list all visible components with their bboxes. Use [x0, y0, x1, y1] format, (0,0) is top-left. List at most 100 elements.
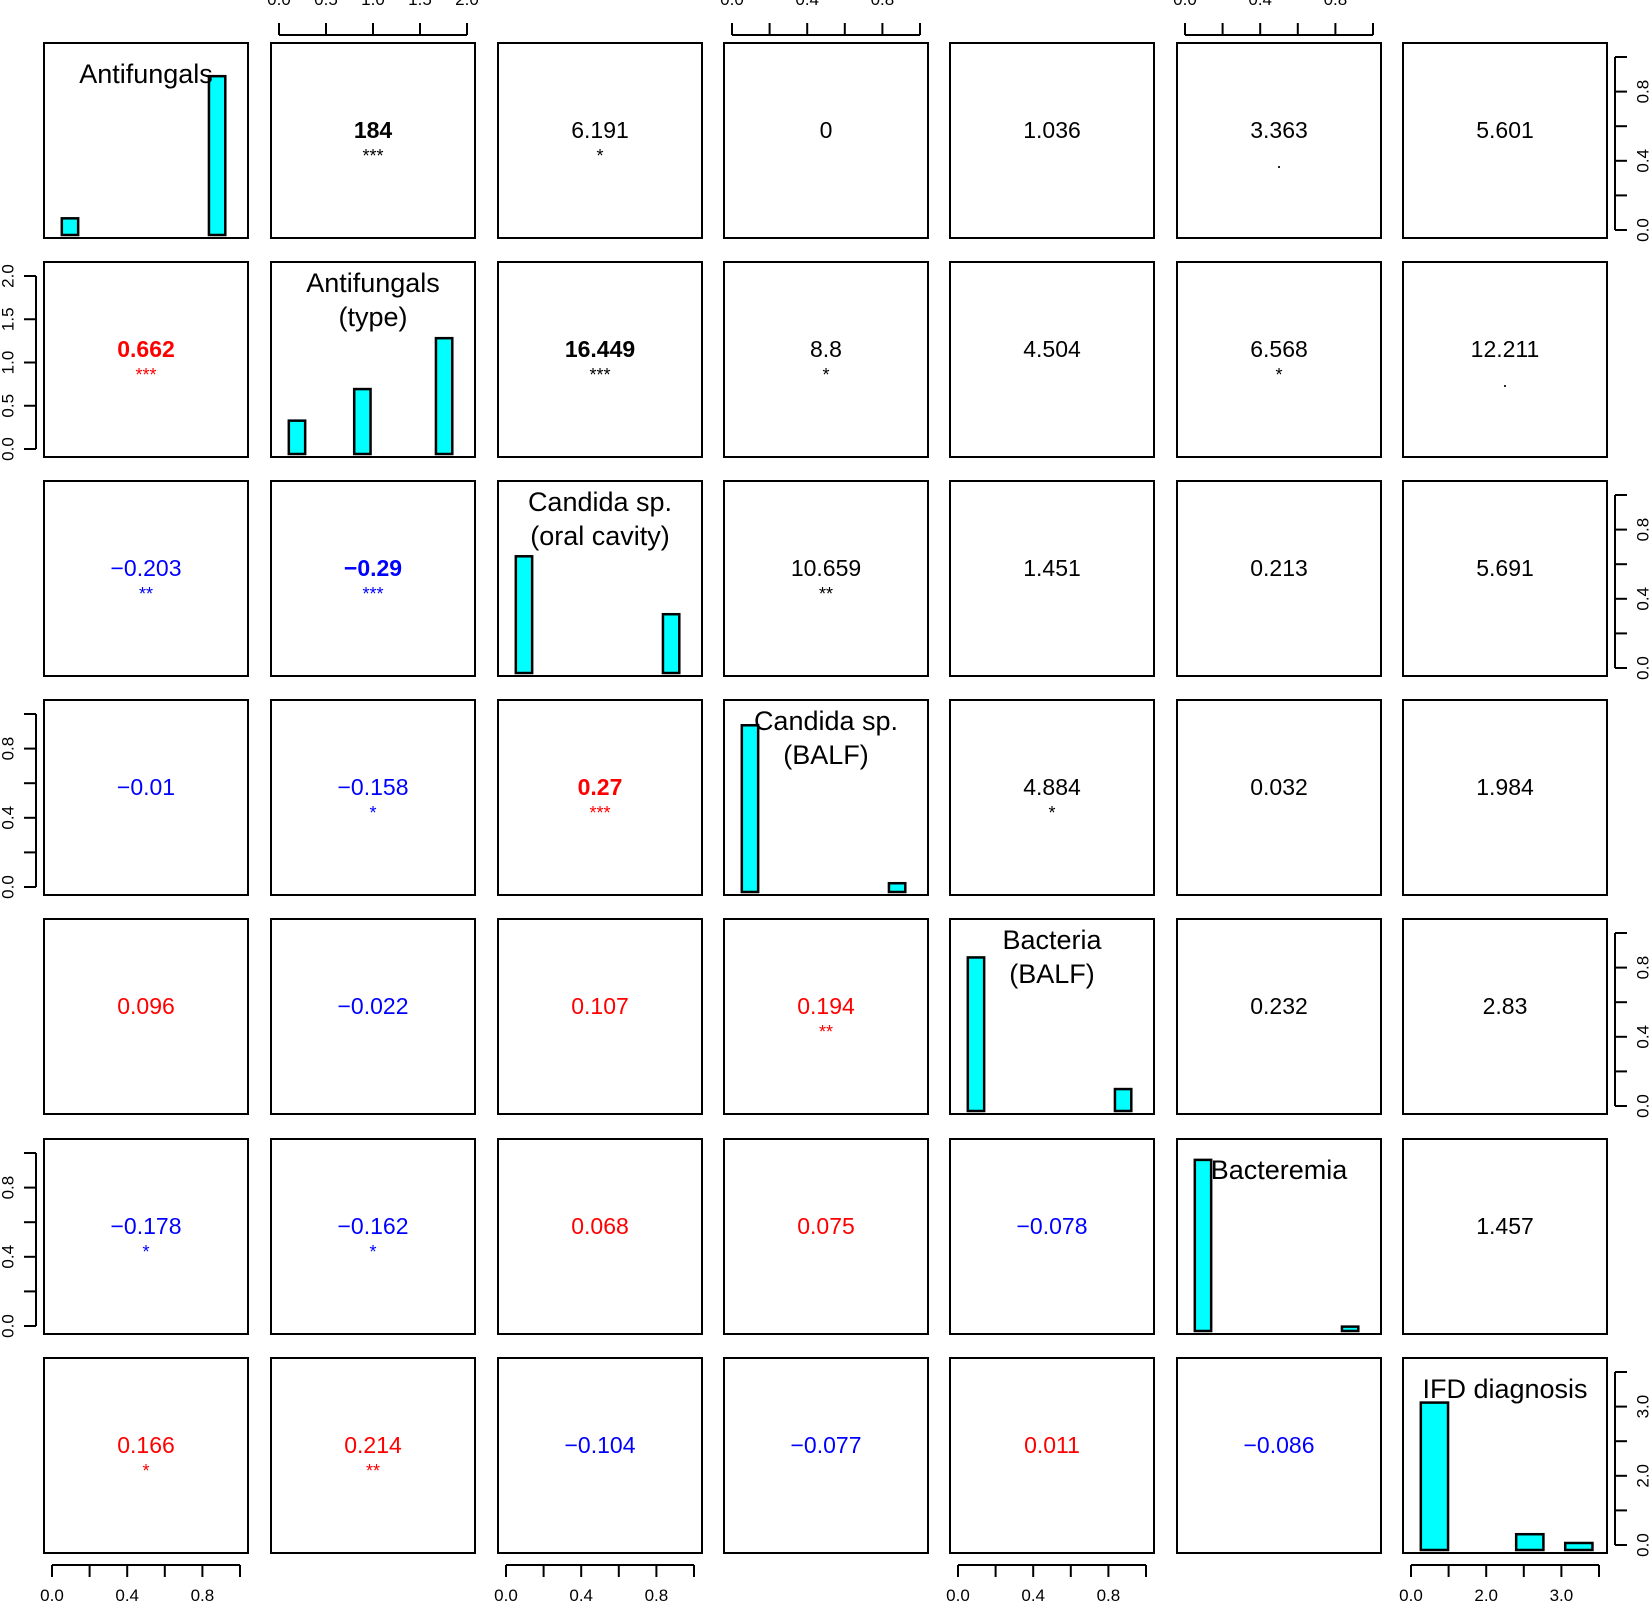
- chi-square-value: 184: [354, 117, 393, 143]
- correlation-cell-r4-c2: −0.158 *: [338, 774, 409, 823]
- significance-stars: *: [822, 365, 829, 385]
- variable-label: Candida sp.: [528, 487, 672, 517]
- panel-frame-r3-c5: [949, 480, 1155, 677]
- top-axis-c6: 0.0 0.4 0.8: [1173, 0, 1374, 36]
- chi-square-value: 4.504: [1023, 336, 1081, 362]
- panel-frame-r1-c1: [43, 42, 249, 239]
- axis-tick-label: 0.0: [720, 0, 744, 9]
- axis-tick-label: 0.8: [871, 0, 895, 9]
- chi-square-value: 3.363: [1250, 117, 1308, 143]
- axis-tick-label: 2.0: [1634, 1464, 1650, 1488]
- axis-tick-label: 2.0: [0, 264, 18, 288]
- correlation-value: −0.078: [1017, 1213, 1088, 1239]
- panel-frame-r5-c3: [497, 918, 703, 1115]
- significance-stars: **: [819, 584, 833, 604]
- chi-square-value: 1.984: [1476, 774, 1534, 800]
- panel-frame-r3-c6: [1176, 480, 1382, 677]
- panel-frame-r6-c5: [949, 1138, 1155, 1335]
- panel-frame-r3-c4: [723, 480, 929, 677]
- variable-label: Bacteria: [1002, 925, 1102, 955]
- histogram-bar: [1514, 1532, 1545, 1552]
- chi-square-cell-r2-c4: 8.8 *: [810, 336, 842, 385]
- significance-stars: **: [366, 1461, 380, 1481]
- significance-stars: *: [1048, 803, 1055, 823]
- chi-square-cell-r1-c7: 5.601: [1476, 117, 1534, 143]
- correlation-value: −0.29: [344, 555, 402, 581]
- histogram-bar: [966, 956, 986, 1113]
- panel-frame-r6-c3: [497, 1138, 703, 1335]
- chi-square-value: 10.659: [791, 555, 861, 581]
- chi-square-cell-r4-c5: 4.884 *: [1023, 774, 1081, 823]
- panel-frame-r3-c2: [270, 480, 476, 677]
- axis-tick-label: 0.0: [1634, 1533, 1650, 1557]
- histogram-bar: [1113, 1087, 1133, 1113]
- correlation-value: −0.178: [111, 1213, 182, 1239]
- chi-square-value: 0.032: [1250, 774, 1308, 800]
- top-axis-c4: 0.0 0.4 0.8: [720, 0, 921, 36]
- axis-tick-label: 0.8: [0, 737, 18, 761]
- panel-frame-r1-c4: [723, 42, 929, 239]
- axis-tick-label: 0.0: [1399, 1586, 1423, 1602]
- panel-frame-r6-c1: [43, 1138, 249, 1335]
- significance-stars: *: [369, 803, 376, 823]
- panel-frame-r2-c5: [949, 261, 1155, 458]
- panel-frame-r1-c6: [1176, 42, 1382, 239]
- axis-tick-label: 0.8: [1634, 518, 1650, 542]
- axis-tick-label: 2.0: [455, 0, 479, 9]
- significance-stars: *: [369, 1242, 376, 1262]
- histogram-bar: [60, 217, 80, 237]
- chi-square-cell-r1-c2: 184 ***: [354, 117, 393, 166]
- axis-tick-label: 3.0: [1550, 1586, 1574, 1602]
- histogram-bar: [1193, 1158, 1213, 1333]
- histogram-bar: [514, 555, 534, 675]
- correlation-cell-r5-c2: −0.022: [338, 993, 409, 1019]
- correlation-cell-r4-c1: −0.01: [117, 774, 175, 800]
- panel-frame-r2-c3: [497, 261, 703, 458]
- panel-frame-r5-c6: [1176, 918, 1382, 1115]
- variable-label: Antifungals: [306, 268, 440, 298]
- axis-tick-label: 0.4: [0, 806, 18, 830]
- panel-frame-r5-c7: [1402, 918, 1608, 1115]
- histogram-bar: [740, 724, 760, 894]
- histogram-2: Antifungals (type): [287, 268, 454, 456]
- variable-label: (BALF): [1009, 959, 1095, 989]
- axis-tick-label: 0.0: [0, 1314, 18, 1338]
- chi-square-cell-r2-c6: 6.568 *: [1250, 336, 1308, 385]
- axis-tick-label: 0.0: [0, 437, 18, 461]
- chi-square-value: 6.568: [1250, 336, 1308, 362]
- axis-tick-label: 0.4: [1021, 1586, 1045, 1602]
- chi-square-cell-r1-c6: 3.363.: [1250, 117, 1308, 172]
- panel-frame-r1-c5: [949, 42, 1155, 239]
- panel-frame-r2-c4: [723, 261, 929, 458]
- correlation-cell-r7-c4: −0.077: [791, 1432, 862, 1458]
- histogram-bar: [1419, 1401, 1450, 1552]
- axis-tick-label: 0.4: [1634, 587, 1650, 611]
- histogram-4: Candida sp. (BALF): [740, 706, 907, 894]
- axis-tick-label: 0.0: [267, 0, 291, 9]
- correlation-cell-r5-c4: 0.194 **: [797, 993, 855, 1042]
- correlation-value: −0.086: [1244, 1432, 1315, 1458]
- correlation-cell-r3-c2: −0.29 ***: [344, 555, 402, 604]
- right-axis-r7: 0.0 2.0 3.0: [1614, 1371, 1650, 1557]
- significance-stars: **: [139, 584, 153, 604]
- significance-stars: ***: [362, 584, 383, 604]
- panel-frame-r3-c3: [497, 480, 703, 677]
- bottom-axis-c5: 0.0 0.4 0.8: [946, 1564, 1147, 1602]
- chi-square-value: 0.232: [1250, 993, 1308, 1019]
- variable-label: (BALF): [783, 740, 869, 770]
- significance-stars: *: [596, 146, 603, 166]
- right-axis-r1: 0.0 0.4 0.8: [1614, 56, 1650, 242]
- significance-stars: *: [1275, 365, 1282, 385]
- correlation-value: −0.158: [338, 774, 409, 800]
- histogram-bar: [887, 881, 907, 894]
- correlation-value: 0.096: [117, 993, 175, 1019]
- significance-stars: *: [142, 1461, 149, 1481]
- chi-square-cell-r3-c7: 5.691: [1476, 555, 1534, 581]
- chi-square-cell-r4-c6: 0.032: [1250, 774, 1308, 800]
- axis-tick-label: 0.0: [1634, 218, 1650, 242]
- chi-square-value: 5.691: [1476, 555, 1534, 581]
- panel-frame-r7-c2: [270, 1357, 476, 1554]
- axis-tick-label: 0.0: [494, 1586, 518, 1602]
- chi-square-cell-r3-c4: 10.659 **: [791, 555, 861, 604]
